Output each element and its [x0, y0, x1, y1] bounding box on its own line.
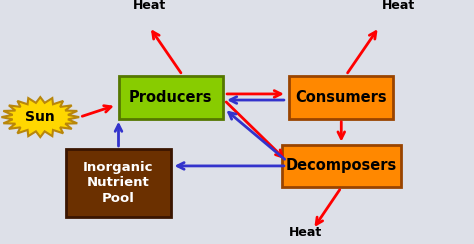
- Text: Heat: Heat: [133, 0, 166, 12]
- Text: Decomposers: Decomposers: [286, 158, 397, 173]
- Text: Producers: Producers: [129, 90, 212, 105]
- FancyBboxPatch shape: [289, 76, 393, 119]
- FancyBboxPatch shape: [118, 76, 223, 119]
- Text: Heat: Heat: [289, 226, 322, 239]
- FancyBboxPatch shape: [66, 149, 171, 217]
- FancyBboxPatch shape: [282, 144, 401, 187]
- Text: Heat: Heat: [382, 0, 415, 12]
- Text: Consumers: Consumers: [295, 90, 387, 105]
- Polygon shape: [1, 97, 79, 137]
- Text: Inorganic
Nutrient
Pool: Inorganic Nutrient Pool: [83, 162, 154, 204]
- Text: Sun: Sun: [26, 110, 55, 124]
